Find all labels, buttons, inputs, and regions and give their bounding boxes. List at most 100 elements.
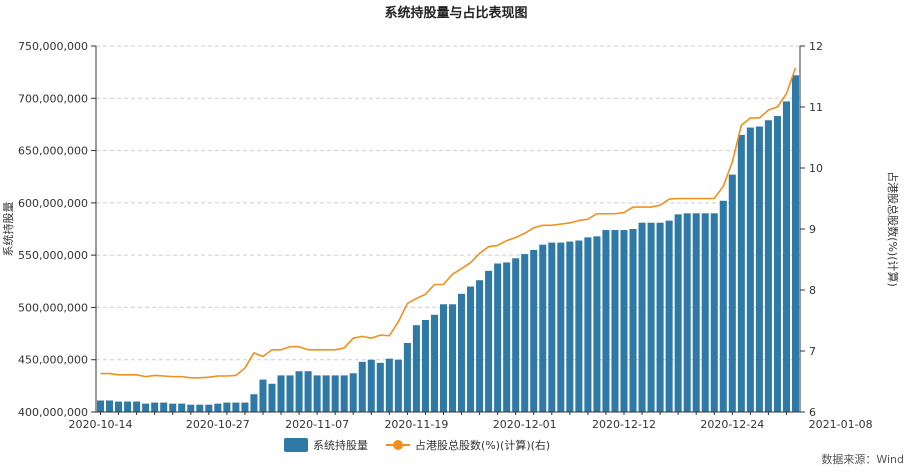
bar [701,213,709,412]
bar [656,222,664,412]
y2-tick-label: 8 [809,284,816,297]
y-tick-label: 650,000,000 [18,145,88,158]
bar [521,254,529,412]
bar [394,359,402,412]
bar [259,379,267,412]
bar [349,373,357,412]
bar [476,280,484,412]
legend: 系统持股量 占港股总股数(%)(计算)(右) [284,438,550,452]
bar [728,174,736,412]
bar [376,362,384,412]
bar [620,230,628,412]
bar [421,319,429,412]
bar [548,242,556,412]
bar [448,304,457,412]
bar [412,325,420,412]
bar [593,236,601,412]
bar [187,404,195,412]
bar [169,403,177,412]
bar [178,403,186,412]
bar [746,127,754,413]
x-axis-ticks: 2020-10-14 2020-10-27 2020-11-07 2020-11-19… [69,412,873,431]
chart-title: 系统持股量与占比表现图 [384,5,527,21]
bar [403,342,411,412]
bar [764,120,772,412]
bar [584,237,592,412]
x-tick-label: 2020-12-01 [493,418,557,431]
bar [322,375,330,412]
bar [458,293,466,412]
bar [782,101,790,413]
line-series [100,67,797,379]
bar [575,240,583,412]
bar [96,400,105,412]
bar [602,230,610,412]
bar [115,401,123,412]
y2-tick-label: 9 [809,223,816,236]
bar [358,361,366,412]
bar [629,229,637,412]
bar [151,402,159,412]
x-tick-label: 2020-11-07 [285,418,349,431]
legend-bar-label: 系统持股量 [313,438,368,452]
bar [683,213,691,412]
legend-bar-swatch [284,438,308,452]
bar [719,200,727,412]
y-axis-title: 系统持股量 [1,202,15,257]
bar [160,402,168,412]
bar [124,401,132,412]
bar [214,403,222,412]
y-tick-label: 500,000,000 [18,301,88,314]
bar [340,375,348,412]
bar [755,126,763,413]
bar [737,134,745,412]
x-tick-label: 2020-11-19 [384,418,448,431]
bar [367,359,375,412]
bar [313,375,321,412]
y-tick-label: 450,000,000 [18,354,88,367]
y-tick-label: 600,000,000 [18,197,88,210]
bar [331,375,339,412]
bar [106,400,114,412]
bar [539,244,547,412]
bar [385,358,393,412]
x-tick-label: 2021-01-08 [809,418,873,431]
x-tick-label: 2020-12-24 [700,418,764,431]
y2-axis-ticks: 6 7 8 9 10 11 12 [800,40,823,419]
y-tick-label: 550,000,000 [18,249,88,262]
y-tick-label: 400,000,000 [18,406,88,419]
bar [277,375,285,412]
bar [304,371,312,412]
y2-axis-title: 占港股总股数(%)(计算) [886,171,900,287]
bar [503,262,511,412]
bar [647,222,655,412]
x-tick-label: 2020-10-14 [69,418,133,431]
bar [485,270,493,412]
y-tick-label: 700,000,000 [18,92,88,105]
y2-tick-label: 12 [809,40,823,53]
grid-lines [96,45,800,361]
bar [773,116,781,412]
bar [494,263,502,412]
bar [439,304,448,412]
bar [710,213,718,412]
bar [674,214,682,412]
bar [295,371,303,412]
y2-tick-label: 10 [809,162,823,175]
bar [223,402,231,412]
bar [142,403,150,412]
bar [692,213,700,412]
legend-line-marker [393,440,403,450]
bar [250,394,258,412]
legend-line-label: 占港股总股数(%)(计算)(右) [415,438,550,452]
bar [566,241,574,412]
bar [512,258,520,412]
y-tick-label: 750,000,000 [18,40,88,53]
y-axis-ticks: 400,000,000 450,000,000 500,000,000 550,000… [18,40,96,419]
bar [665,220,673,412]
y2-tick-label: 7 [809,345,816,358]
bar [638,222,646,412]
bar [232,402,240,412]
bar [791,75,800,412]
